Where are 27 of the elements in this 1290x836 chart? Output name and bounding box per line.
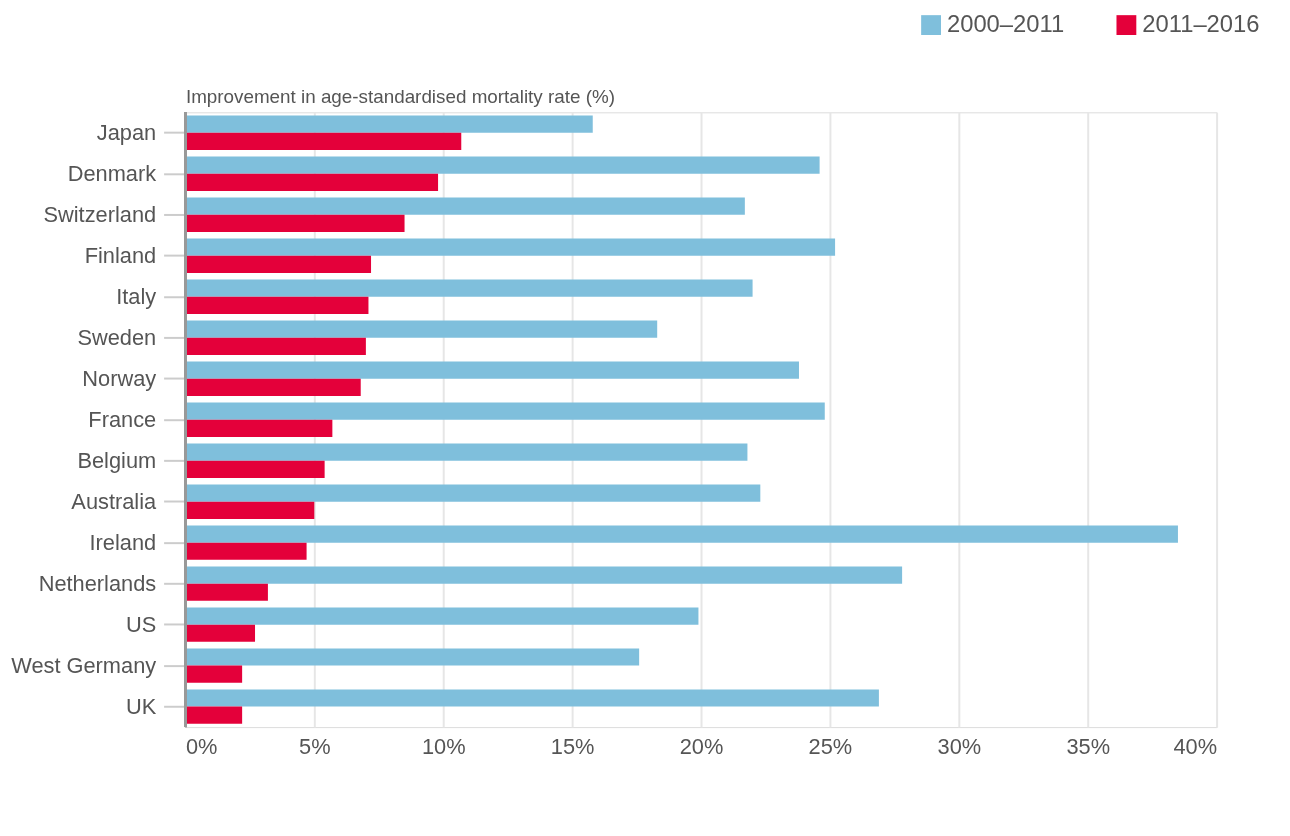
y-tick-label: Ireland <box>89 529 157 555</box>
x-tick-label: 5% <box>299 734 331 760</box>
y-tick-label: France <box>88 406 157 432</box>
legend-label: 2000–2011 <box>946 10 1065 38</box>
y-tick-label: Australia <box>71 488 158 514</box>
y-tick-label: Switzerland <box>43 201 157 227</box>
y-tick-label: US <box>125 611 157 637</box>
x-tick-label: 35% <box>1066 734 1111 760</box>
x-tick-label: 40% <box>1173 734 1218 760</box>
legend-label: 2011–2016 <box>1142 10 1260 38</box>
y-tick-label: Japan <box>96 119 157 145</box>
y-tick-label: Belgium <box>77 447 157 473</box>
y-tick-label: Netherlands <box>38 570 157 596</box>
y-tick-label: Denmark <box>67 160 157 186</box>
y-tick-label: West Germany <box>11 652 157 678</box>
y-tick-label: Norway <box>82 365 157 391</box>
x-tick-label: 10% <box>421 734 466 760</box>
x-tick-label: 30% <box>937 734 982 760</box>
y-tick-label: UK <box>125 693 157 719</box>
y-tick-label: Finland <box>84 242 157 268</box>
x-tick-label: 25% <box>808 734 853 760</box>
y-tick-label: Sweden <box>77 324 157 350</box>
x-axis-title: Improvement in age-standardised mortality rate (%) <box>185 85 615 107</box>
x-tick-label: 0% <box>185 734 218 760</box>
y-tick-label: Italy <box>116 283 157 309</box>
x-tick-label: 20% <box>679 734 724 760</box>
x-tick-label: 15% <box>550 734 595 760</box>
